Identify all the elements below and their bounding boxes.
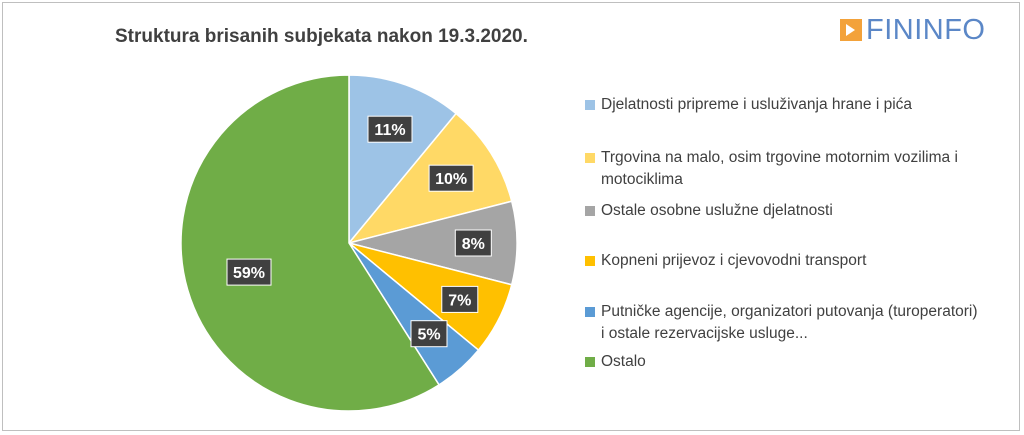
fininfo-logo: FININFO xyxy=(840,14,986,46)
data-label-ostalo: 59% xyxy=(226,258,272,286)
legend-label: Putničke agencije, organizatori putovanj… xyxy=(601,303,978,342)
data-label-text: 10% xyxy=(435,171,467,188)
legend-label: Trgovina na malo, osim trgovine motornim… xyxy=(601,149,958,188)
data-label-text: 8% xyxy=(462,236,485,253)
legend-item-putnicke-agencije-organizatori-putovanja: Putničke agencije, organizatori putovanj… xyxy=(585,301,981,345)
legend-label: Ostalo xyxy=(601,353,646,370)
data-label-ostale-osobne-usluzne-djelatnosti: 8% xyxy=(454,229,492,257)
data-label-djelatnosti-pripreme-i-usluzivanja-hrane: 11% xyxy=(367,115,413,143)
legend-swatch xyxy=(585,357,595,367)
legend-label: Djelatnosti pripreme i usluživanja hrane… xyxy=(601,96,913,113)
data-label-text: 59% xyxy=(233,265,265,282)
legend-item-trgovina-na-malo-osim-trgovine-motornim-: Trgovina na malo, osim trgovine motornim… xyxy=(585,147,981,191)
data-label-trgovina-na-malo-osim-trgovine-motornim-: 10% xyxy=(428,164,474,192)
legend-item-ostale-osobne-usluzne-djelatnosti: Ostale osobne uslužne djelatnosti xyxy=(585,200,981,222)
data-label-text: 11% xyxy=(374,122,405,139)
pie-slice-ostalo xyxy=(180,74,441,412)
legend-label: Kopneni prijevoz i cjevovodni transport xyxy=(601,252,867,269)
data-label-text: 7% xyxy=(448,292,471,309)
legend-swatch xyxy=(585,206,595,216)
legend-swatch xyxy=(585,153,595,163)
legend-item-ostalo: Ostalo xyxy=(585,351,981,373)
legend-swatch xyxy=(585,307,595,317)
logo-text: FININFO xyxy=(866,13,986,46)
chart-title: Struktura brisanih subjekata nakon 19.3.… xyxy=(115,26,528,47)
legend-swatch xyxy=(585,256,595,266)
legend-label: Ostale osobne uslužne djelatnosti xyxy=(601,202,833,219)
legend-item-kopneni-prijevoz-i-cjevovodni-transport: Kopneni prijevoz i cjevovodni transport xyxy=(585,250,981,272)
data-label-putnicke-agencije-organizatori-putovanja: 5% xyxy=(410,320,448,348)
data-label-text: 5% xyxy=(417,327,440,344)
legend-swatch xyxy=(585,100,595,110)
logo-arrow-icon xyxy=(840,19,862,41)
legend-item-djelatnosti-pripreme-i-usluzivanja-hrane: Djelatnosti pripreme i usluživanja hrane… xyxy=(585,94,981,116)
data-label-kopneni-prijevoz-i-cjevovodni-transport: 7% xyxy=(441,285,479,313)
